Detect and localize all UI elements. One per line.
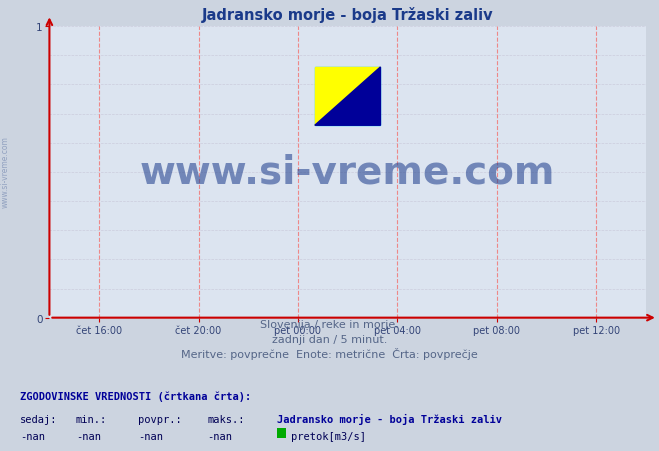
Text: Meritve: povprečne  Enote: metrične  Črta: povprečje: Meritve: povprečne Enote: metrične Črta:… xyxy=(181,347,478,359)
Text: Jadransko morje - boja Tržaski zaliv: Jadransko morje - boja Tržaski zaliv xyxy=(277,413,501,423)
Text: -nan: -nan xyxy=(138,431,163,441)
Text: maks.:: maks.: xyxy=(208,414,245,423)
Text: sedaj:: sedaj: xyxy=(20,414,57,423)
Text: -nan: -nan xyxy=(208,431,233,441)
Text: pretok[m3/s]: pretok[m3/s] xyxy=(291,431,366,441)
Text: povpr.:: povpr.: xyxy=(138,414,182,423)
Text: min.:: min.: xyxy=(76,414,107,423)
Polygon shape xyxy=(315,68,380,126)
Text: www.si-vreme.com: www.si-vreme.com xyxy=(1,135,10,207)
Text: zadnji dan / 5 minut.: zadnji dan / 5 minut. xyxy=(272,334,387,344)
Text: Slovenija / reke in morje.: Slovenija / reke in morje. xyxy=(260,319,399,329)
Title: Jadransko morje - boja Tržaski zaliv: Jadransko morje - boja Tržaski zaliv xyxy=(202,7,494,23)
Text: www.si-vreme.com: www.si-vreme.com xyxy=(140,153,556,192)
Polygon shape xyxy=(315,68,380,126)
Text: ZGODOVINSKE VREDNOSTI (črtkana črta):: ZGODOVINSKE VREDNOSTI (črtkana črta): xyxy=(20,391,251,401)
Text: -nan: -nan xyxy=(76,431,101,441)
Text: -nan: -nan xyxy=(20,431,45,441)
Polygon shape xyxy=(315,68,380,126)
